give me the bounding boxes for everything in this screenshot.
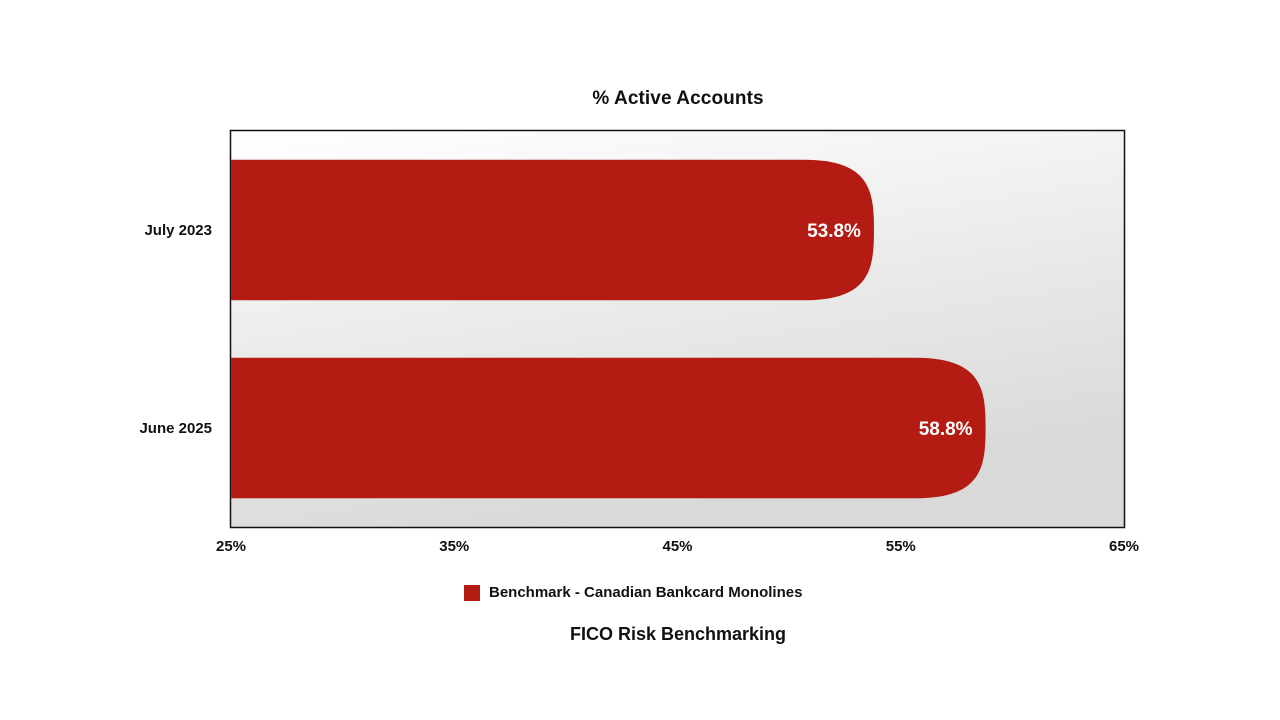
x-tick-label: 65% — [1109, 538, 1139, 555]
x-tick-label: 25% — [216, 538, 246, 555]
chart-title: % Active Accounts — [592, 88, 764, 109]
bar — [231, 357, 986, 499]
category-label: July 2023 — [144, 222, 212, 239]
data-label: 58.8% — [919, 419, 973, 440]
legend: Benchmark - Canadian Bankcard Monolines — [464, 584, 802, 601]
footer-title: FICO Risk Benchmarking — [569, 624, 787, 644]
data-label: 53.8% — [807, 221, 861, 242]
x-tick-label: 45% — [662, 538, 692, 555]
bar — [231, 159, 874, 301]
legend-label: Benchmark - Canadian Bankcard Monolines — [489, 584, 803, 601]
x-tick-label: 55% — [886, 538, 916, 555]
x-tick-label: 35% — [439, 538, 469, 555]
category-label: June 2025 — [139, 420, 212, 437]
legend-swatch — [464, 584, 480, 601]
